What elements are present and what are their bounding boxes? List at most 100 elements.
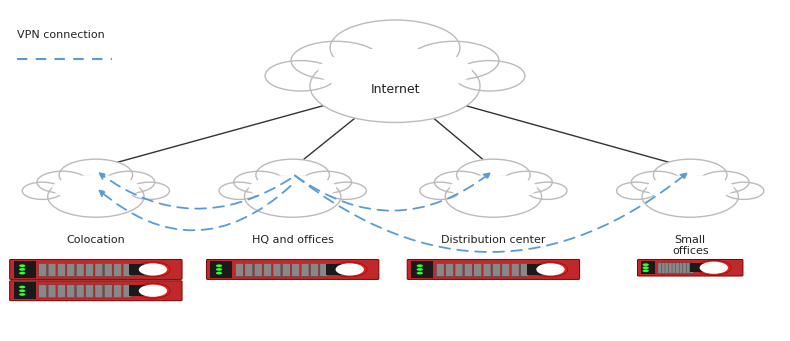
FancyBboxPatch shape	[665, 263, 669, 273]
Circle shape	[642, 263, 649, 266]
FancyBboxPatch shape	[76, 264, 84, 276]
Circle shape	[136, 262, 171, 277]
Circle shape	[19, 272, 25, 275]
Text: VPN connection: VPN connection	[17, 30, 105, 40]
FancyBboxPatch shape	[690, 263, 694, 273]
Circle shape	[697, 260, 731, 275]
FancyBboxPatch shape	[407, 260, 580, 279]
Circle shape	[527, 182, 567, 199]
FancyBboxPatch shape	[672, 263, 676, 273]
Text: Small
offices: Small offices	[672, 235, 709, 256]
FancyBboxPatch shape	[95, 285, 103, 298]
Bar	[411, 261, 433, 278]
FancyBboxPatch shape	[483, 264, 491, 276]
Circle shape	[291, 41, 381, 80]
Bar	[13, 261, 36, 278]
Circle shape	[631, 171, 683, 193]
FancyArrowPatch shape	[100, 186, 291, 231]
FancyBboxPatch shape	[104, 285, 112, 298]
Circle shape	[22, 182, 62, 199]
Bar	[210, 261, 232, 278]
Ellipse shape	[446, 174, 540, 202]
FancyBboxPatch shape	[85, 285, 93, 298]
FancyBboxPatch shape	[39, 264, 47, 276]
Circle shape	[216, 268, 222, 271]
FancyBboxPatch shape	[235, 264, 243, 276]
Circle shape	[416, 268, 423, 271]
Circle shape	[139, 263, 167, 276]
Circle shape	[216, 272, 222, 275]
Circle shape	[265, 61, 336, 91]
FancyBboxPatch shape	[436, 264, 444, 276]
Circle shape	[37, 171, 88, 193]
FancyBboxPatch shape	[9, 260, 182, 279]
Circle shape	[724, 182, 764, 199]
Circle shape	[642, 269, 649, 272]
FancyBboxPatch shape	[67, 264, 75, 276]
Circle shape	[653, 159, 727, 191]
Circle shape	[310, 49, 480, 122]
FancyBboxPatch shape	[114, 285, 122, 298]
Circle shape	[136, 283, 171, 298]
FancyBboxPatch shape	[446, 264, 453, 276]
Circle shape	[130, 182, 170, 199]
Bar	[130, 285, 149, 296]
Ellipse shape	[318, 48, 472, 93]
FancyBboxPatch shape	[465, 264, 472, 276]
Circle shape	[104, 171, 155, 193]
FancyBboxPatch shape	[48, 264, 56, 276]
FancyBboxPatch shape	[58, 285, 66, 298]
Circle shape	[698, 171, 749, 193]
FancyBboxPatch shape	[292, 264, 299, 276]
Ellipse shape	[49, 174, 143, 202]
FancyBboxPatch shape	[521, 264, 529, 276]
Circle shape	[416, 272, 423, 275]
FancyBboxPatch shape	[9, 281, 182, 301]
Circle shape	[139, 285, 167, 297]
Ellipse shape	[52, 175, 139, 201]
Bar	[690, 263, 710, 272]
Text: Colocation: Colocation	[66, 235, 126, 245]
Circle shape	[330, 20, 460, 76]
FancyBboxPatch shape	[679, 263, 683, 273]
FancyBboxPatch shape	[511, 264, 519, 276]
Circle shape	[244, 176, 340, 217]
FancyBboxPatch shape	[301, 264, 309, 276]
FancyBboxPatch shape	[48, 285, 56, 298]
FancyArrowPatch shape	[295, 174, 490, 211]
FancyBboxPatch shape	[85, 264, 93, 276]
Ellipse shape	[249, 175, 337, 201]
Circle shape	[446, 176, 542, 217]
FancyArrowPatch shape	[295, 174, 687, 252]
Ellipse shape	[246, 174, 340, 202]
Circle shape	[409, 41, 499, 80]
FancyBboxPatch shape	[668, 263, 672, 273]
FancyBboxPatch shape	[76, 285, 84, 298]
FancyBboxPatch shape	[58, 264, 66, 276]
Circle shape	[19, 286, 25, 288]
Circle shape	[219, 182, 259, 199]
Circle shape	[256, 159, 329, 191]
Circle shape	[326, 182, 367, 199]
FancyBboxPatch shape	[310, 264, 318, 276]
Circle shape	[301, 171, 352, 193]
Ellipse shape	[312, 45, 478, 96]
Circle shape	[19, 293, 25, 296]
FancyBboxPatch shape	[687, 263, 690, 273]
FancyBboxPatch shape	[95, 264, 103, 276]
Ellipse shape	[643, 174, 737, 202]
Circle shape	[642, 266, 649, 269]
Ellipse shape	[450, 175, 537, 201]
Circle shape	[457, 159, 530, 191]
Circle shape	[435, 171, 485, 193]
Text: HQ and offices: HQ and offices	[252, 235, 333, 245]
Bar	[527, 264, 547, 275]
Circle shape	[333, 262, 367, 277]
Circle shape	[700, 262, 728, 274]
Circle shape	[336, 263, 364, 276]
FancyBboxPatch shape	[273, 264, 281, 276]
Ellipse shape	[647, 175, 734, 201]
FancyBboxPatch shape	[123, 285, 131, 298]
FancyBboxPatch shape	[114, 264, 122, 276]
FancyBboxPatch shape	[245, 264, 253, 276]
